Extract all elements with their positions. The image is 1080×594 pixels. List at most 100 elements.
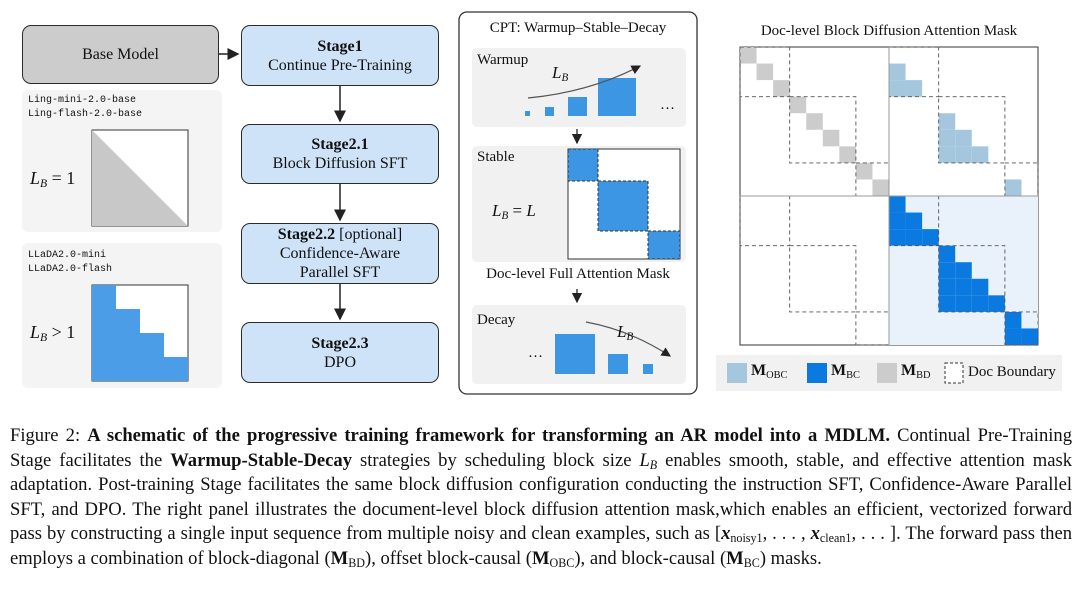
text: Warmup-Stable-Decay (170, 449, 353, 471)
text: OBC (766, 370, 788, 381)
mask-cell (1004, 162, 1039, 197)
block (647, 230, 681, 260)
text: Confidence-Aware Parallel SFT (279, 245, 401, 281)
model-name: Ling-flash-2.0-base (28, 109, 143, 120)
text: , . . . ] (851, 523, 897, 545)
mask-cell (855, 162, 873, 180)
mask-cell (938, 278, 956, 296)
text: B (626, 331, 634, 343)
mask-cell (872, 179, 889, 196)
text: x (721, 523, 731, 545)
causal-triangle (92, 130, 188, 226)
mask-cell (938, 245, 1006, 313)
legend-swatch (727, 363, 747, 383)
legend-swatch (877, 363, 897, 383)
mask-cell (806, 113, 823, 130)
base-model: Base Model (22, 25, 219, 84)
text: Stage2.2 (277, 226, 336, 243)
mask-cell (1004, 311, 1039, 346)
text: L (617, 322, 627, 341)
text: enables smooth, stable, and effective at… (10, 449, 1073, 545)
text: M (330, 547, 349, 569)
panel-title: CPT: Warmup–Stable–Decay (489, 20, 667, 36)
diagram-shapes (22, 11, 1062, 395)
text: A schematic of the progressive training … (87, 425, 891, 446)
mask-cell (955, 129, 972, 147)
text: x (810, 523, 820, 545)
mask-label: LB > 1 (30, 322, 75, 343)
text: = 1 (51, 168, 76, 188)
text: B (40, 331, 48, 344)
mask-cell (1021, 328, 1038, 345)
text: ), and block-causal ( (574, 547, 727, 569)
text: L (30, 322, 41, 342)
panel-title: Doc-level Block Diffusion Attention Mask (760, 23, 1018, 39)
mask-cell (1004, 311, 1022, 329)
mask-cell (971, 295, 989, 312)
mask-cell (955, 262, 972, 279)
text: M (831, 362, 847, 379)
mask-cell (905, 212, 923, 230)
legend-label: MBD (901, 362, 931, 381)
text: Continual Pre-Training Stage facilitates… (10, 425, 1072, 471)
text: [optional] (339, 226, 403, 243)
text: BD (348, 555, 366, 570)
label: Decay (477, 312, 516, 328)
stage: Stage1 Continue Pre-Training (241, 25, 439, 86)
text: L (30, 168, 41, 188)
text: ) masks. (759, 547, 822, 569)
legend-label: Doc Boundary (968, 364, 1056, 380)
text: M (751, 362, 767, 379)
block (555, 334, 595, 374)
text: > 1 (51, 322, 76, 342)
label: Base Model (82, 46, 159, 63)
stage: Stage2.3 DPO (241, 322, 439, 383)
mask-cell (822, 129, 840, 147)
mask-cell (889, 229, 906, 246)
text: ), offset block-causal ( (365, 547, 532, 569)
model-name: LLaDA2.0-flash (28, 264, 113, 275)
text: strategies by scheduling block size (360, 449, 632, 471)
mask-cell (1004, 179, 1022, 196)
label: Stable (477, 149, 515, 165)
text: B (649, 457, 658, 472)
mask-cell (938, 262, 956, 279)
text: L (492, 201, 502, 220)
mask-cell (905, 229, 923, 246)
mask-cell (971, 146, 989, 163)
mask-cell (938, 113, 956, 130)
label: Warmup (477, 52, 529, 68)
text: Stage2.1 (311, 136, 369, 153)
text: BC (743, 555, 760, 570)
ellipsis: … (528, 345, 543, 361)
text: L (526, 201, 536, 220)
mask-cell (988, 295, 1005, 312)
block (598, 78, 636, 116)
text: noisy1 (730, 531, 763, 546)
math: LB (552, 63, 568, 84)
mask-cell (938, 129, 956, 147)
ellipsis: … (660, 97, 675, 113)
legend-label: MBC (831, 362, 860, 381)
model-name: Ling-mini-2.0-base (28, 95, 137, 106)
text: B (40, 177, 48, 190)
block (568, 97, 587, 116)
mask-cell (955, 295, 972, 312)
mask-cell (789, 96, 807, 114)
text: = (512, 201, 523, 220)
text: M (531, 547, 550, 569)
mask-cell (889, 63, 906, 81)
mask-cell (889, 196, 906, 213)
mask-cell (971, 278, 989, 296)
text: BC (846, 370, 860, 381)
block (545, 107, 554, 116)
text: , . . . , (762, 523, 811, 545)
trend-arrow (585, 321, 672, 357)
attention-mask (739, 46, 1039, 346)
text: M (901, 362, 917, 379)
mask-cell (889, 212, 906, 230)
text: Continue Pre-Training (268, 56, 412, 74)
label: Doc-level Full Attention Mask (486, 266, 670, 282)
mask-cell (938, 96, 1006, 164)
